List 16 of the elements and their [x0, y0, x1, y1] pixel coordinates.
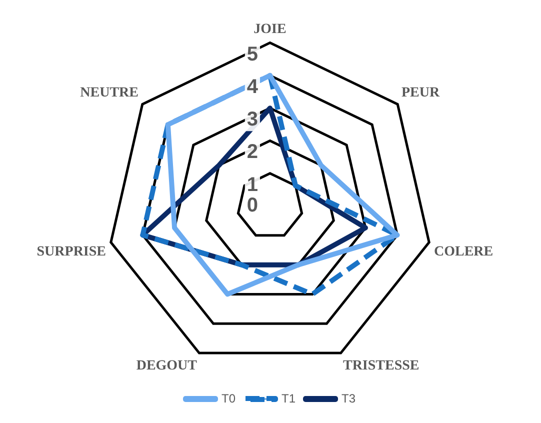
spoke-label: JOIE — [254, 22, 286, 38]
spoke-label: DEGOUT — [136, 358, 198, 374]
legend-label: T3 — [342, 391, 356, 406]
legend-label: T1 — [282, 391, 296, 406]
y-tick-label: 1 — [246, 174, 258, 196]
spoke-label: TRISTESSE — [342, 358, 420, 374]
spoke-label: COLERE — [434, 244, 494, 260]
y-tick-label: 5 — [246, 43, 258, 66]
y-tick-label: 3 — [246, 108, 258, 131]
spoke-label: SURPRISE — [36, 244, 106, 260]
y-tick-label: 0 — [246, 194, 258, 217]
y-tick-label: 4 — [246, 76, 259, 98]
y-tick-label: 2 — [246, 141, 258, 164]
spoke-label: PEUR — [402, 85, 441, 100]
spoke-label: NEUTRE — [80, 85, 138, 100]
legend-label: T0 — [221, 391, 236, 406]
